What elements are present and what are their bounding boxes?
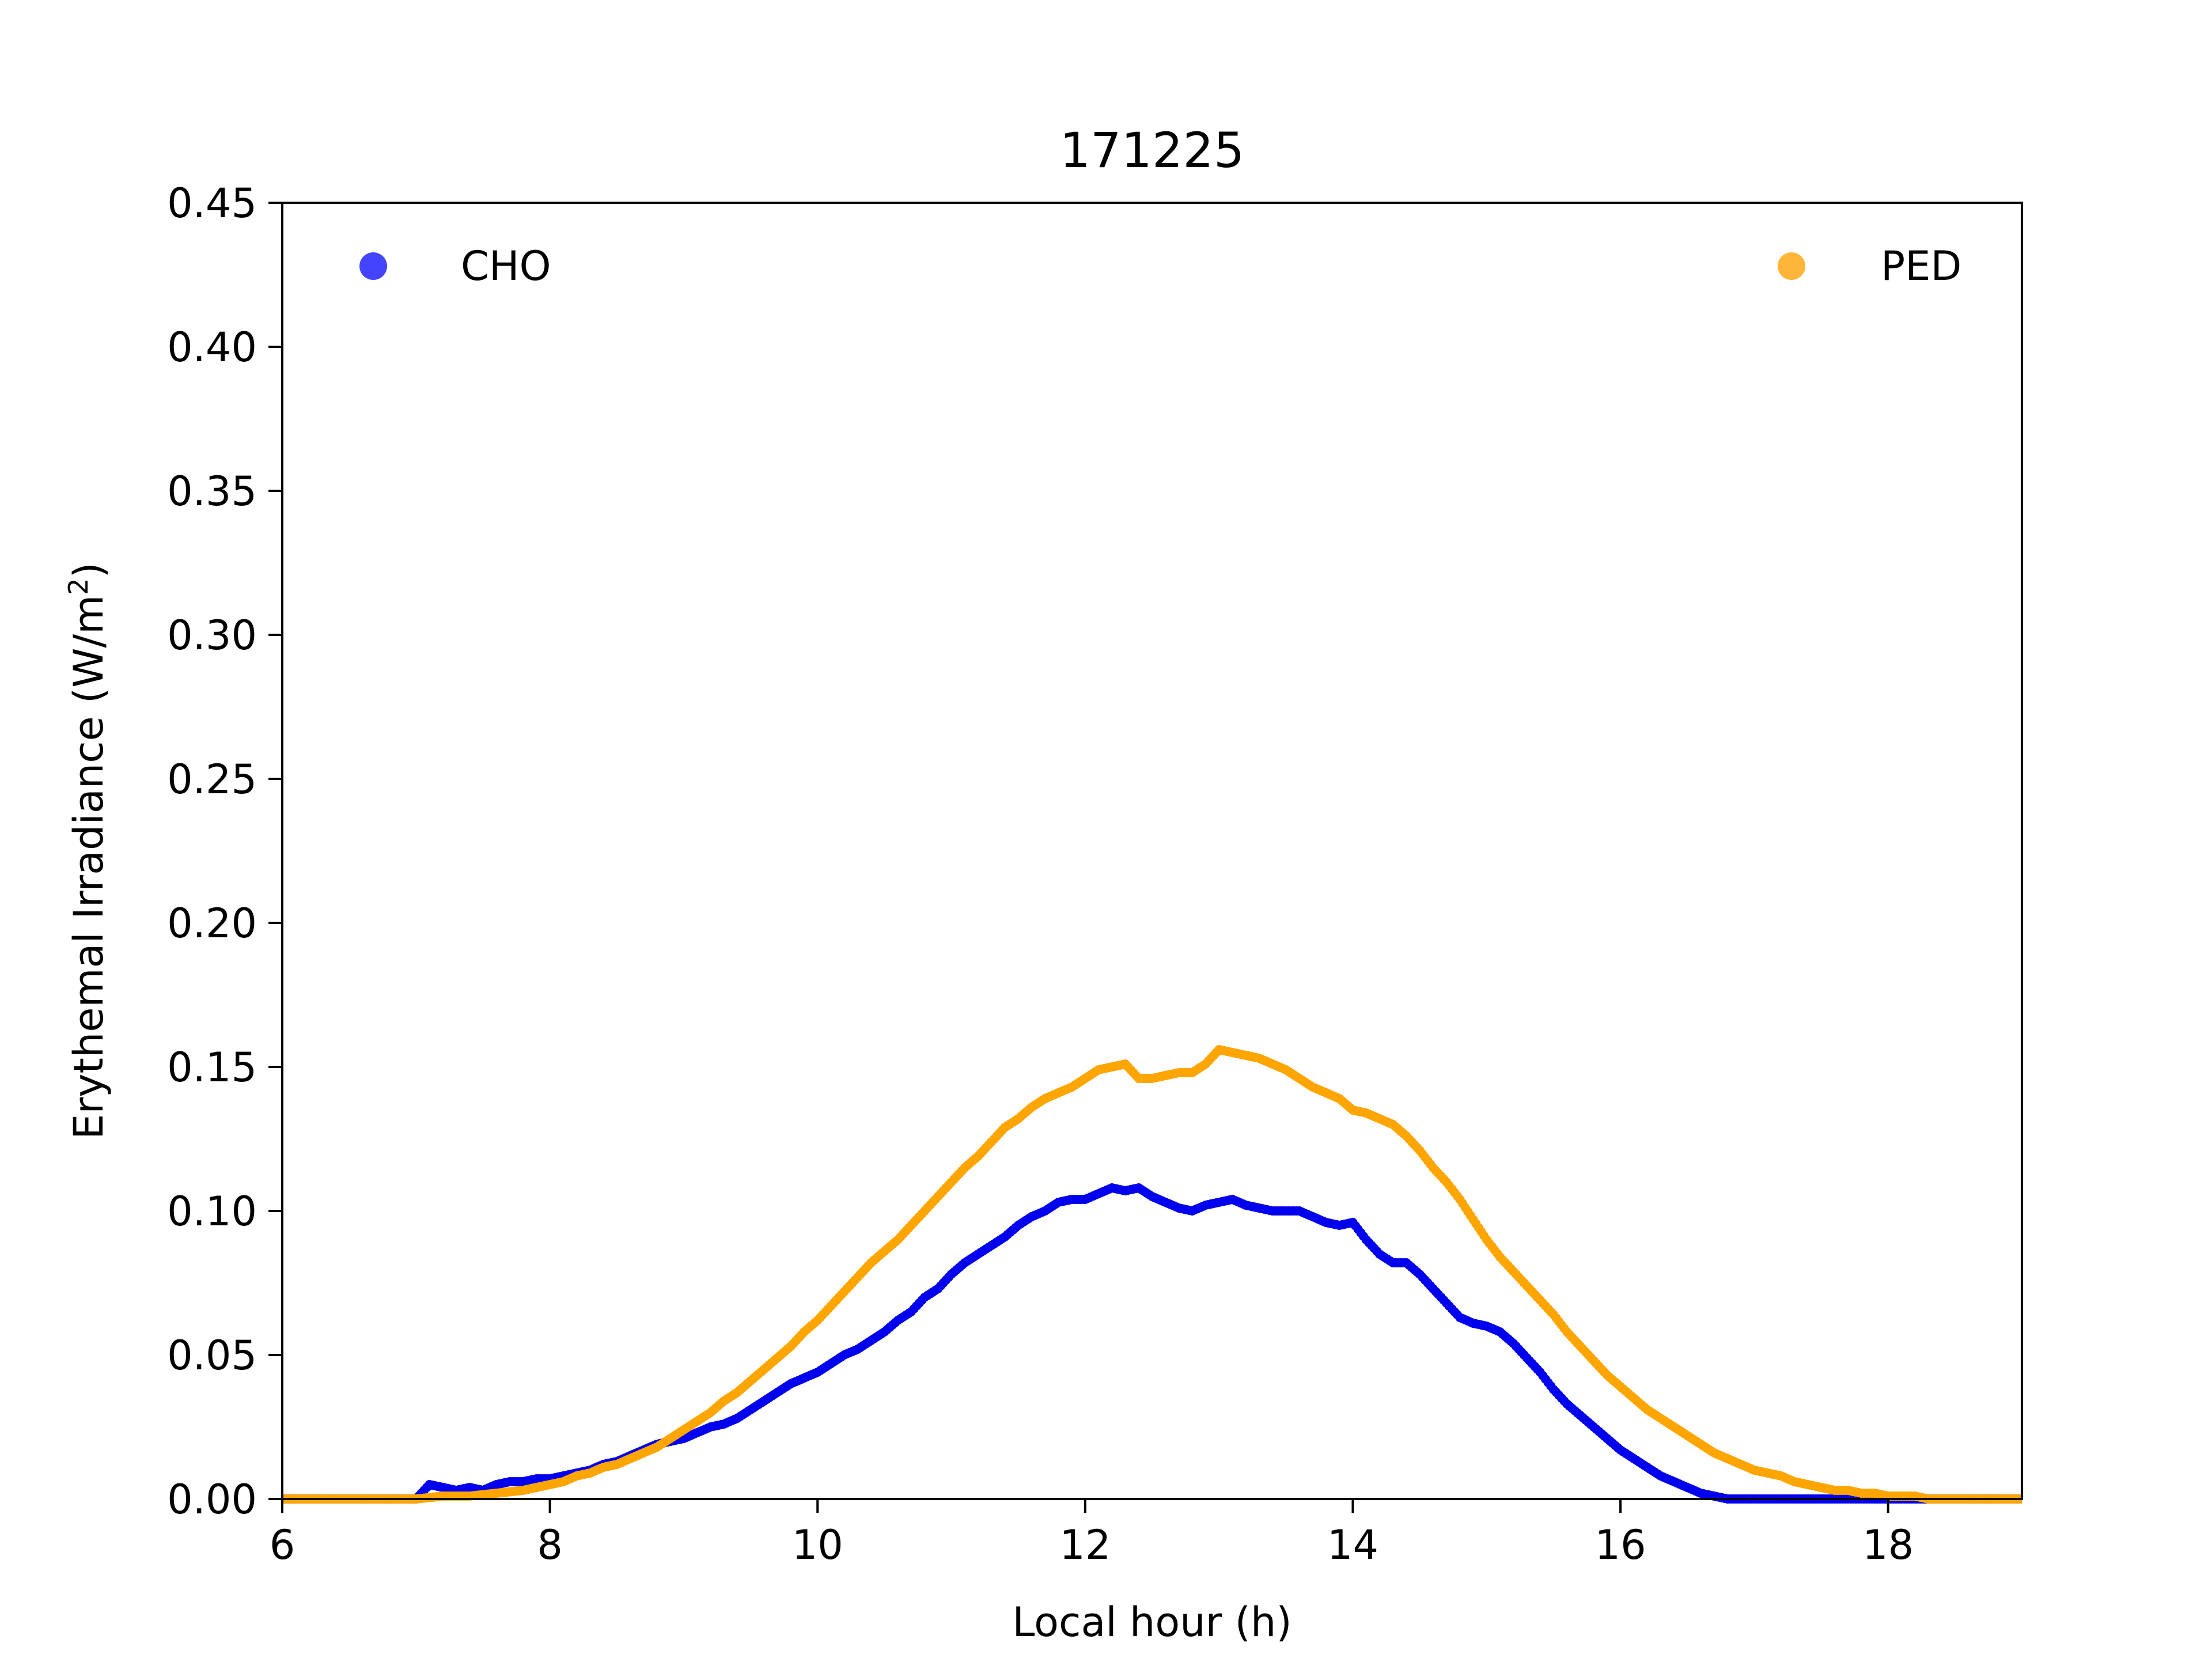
x-tick-label: 16 [1595, 1521, 1646, 1569]
legend-marker-cho [359, 252, 387, 280]
y-tick-label: 0.30 [167, 612, 257, 659]
chart-title: 171225 [1060, 122, 1245, 179]
x-tick-label: 14 [1327, 1521, 1378, 1569]
y-tick-label: 0.45 [167, 180, 257, 227]
y-axis-label-close: ) [65, 562, 112, 578]
y-tick-label: 0.10 [167, 1188, 257, 1235]
y-tick-label: 0.40 [167, 324, 257, 371]
series-ped [282, 1045, 2022, 1504]
legend-marker-ped [1778, 252, 1805, 280]
y-tick-label: 0.15 [167, 1044, 257, 1091]
plot-frame [281, 202, 2023, 1500]
x-axis: 6 8 10 12 14 16 18 [270, 1499, 1914, 1569]
y-axis-label-superscript: 2 [63, 578, 94, 595]
y-axis: 0.00 0.05 0.10 0.15 0.20 0.25 0.30 0.35 0.40 0.45 [167, 180, 282, 1523]
y-axis-label: Erythemal Irradiance (W/m2) [63, 562, 112, 1139]
x-tick-label: 12 [1059, 1521, 1111, 1569]
x-tick-label: 8 [537, 1521, 563, 1569]
y-tick-label: 0.35 [167, 468, 257, 515]
legend-label-ped: PED [1881, 243, 1961, 290]
y-tick-label: 0.20 [167, 900, 257, 947]
y-axis-label-main: Erythemal Irradiance (W/m [65, 595, 112, 1139]
legend-label-cho: CHO [461, 243, 551, 290]
legend: CHO PED [359, 243, 1961, 290]
y-tick-label: 0.25 [167, 756, 257, 803]
y-tick-label: 0.05 [167, 1332, 257, 1379]
x-tick-label: 18 [1862, 1521, 1914, 1569]
y-tick-label: 0.00 [167, 1476, 257, 1523]
x-axis-label: Local hour (h) [1012, 1599, 1291, 1646]
series-layer [282, 1045, 2022, 1504]
x-tick-label: 10 [792, 1521, 843, 1569]
x-tick-label: 6 [270, 1521, 296, 1569]
